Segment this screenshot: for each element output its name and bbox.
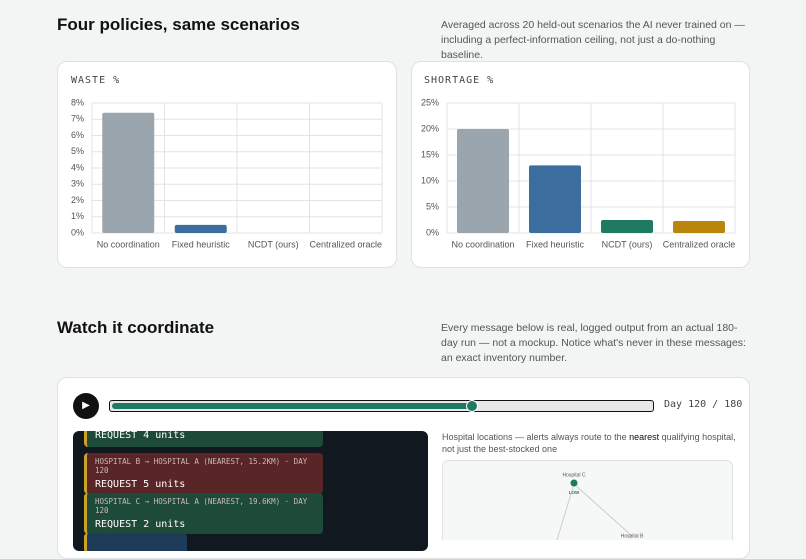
section-description: Averaged across 20 held-out scenarios th… — [441, 19, 745, 61]
node-label: Hospital B — [621, 533, 644, 539]
message-header: HOSPITAL C → HOSPITAL A (NEAREST, 19.6KM… — [95, 497, 308, 515]
y-tick-label: 8% — [71, 97, 84, 107]
route — [556, 483, 575, 540]
bar — [174, 224, 227, 233]
play-button[interactable]: ▶ — [73, 393, 99, 419]
bar — [102, 112, 155, 233]
day-label: Day 120 / 180 — [664, 399, 743, 410]
y-tick-label: 3% — [71, 179, 84, 189]
y-tick-label: 5% — [426, 201, 439, 211]
y-tick-label: 2% — [71, 195, 84, 205]
bar — [673, 221, 725, 233]
y-tick-label: 20% — [421, 123, 439, 133]
y-tick-label: 7% — [71, 114, 84, 124]
map-caption: Hospital locations — alerts always route… — [442, 431, 742, 455]
timeline-progress — [112, 403, 472, 409]
section-description: Every message below is real, logged outp… — [441, 322, 746, 364]
route — [573, 483, 633, 537]
caption-text: qualifying hospital, not just the best-s… — [442, 432, 736, 454]
bar — [457, 129, 509, 233]
x-tick-label: Centralized oracle — [663, 239, 736, 249]
message: HOSPITAL B → HOSPITAL A (NEAREST, 15.2KM… — [84, 453, 323, 494]
node-label: Hospital C — [562, 472, 585, 478]
y-tick-label: 0% — [71, 227, 84, 237]
message: REQUEST 4 units — [84, 431, 323, 447]
charts: WASTE % 0% 1% 2% 3% 4% 5% 6% 7% 8% No coordination… — [71, 75, 736, 249]
x-tick-label: No coordination — [97, 239, 160, 249]
section-title: Four policies, same scenarios — [57, 15, 300, 34]
hospital-node[interactable] — [570, 479, 578, 487]
x-tick-label: Fixed heuristic — [526, 239, 585, 249]
section-title: Watch it coordinate — [57, 318, 215, 337]
x-tick-label: Centralized oracle — [309, 239, 382, 249]
node-status: LOW — [569, 490, 580, 495]
message-body: REQUEST 5 units — [95, 479, 186, 490]
y-tick-label: 1% — [71, 211, 84, 221]
y-tick-label: 5% — [71, 146, 84, 156]
y-tick-label: 15% — [421, 149, 439, 159]
bar — [529, 165, 581, 233]
message: HOSPITAL C → HOSPITAL A (NEAREST, 19.6KM… — [84, 493, 323, 534]
y-tick-label: 25% — [421, 97, 439, 107]
message-body: REQUEST 2 units — [95, 519, 186, 530]
map-frame — [442, 460, 733, 540]
x-tick-label: NCDT (ours) — [248, 239, 299, 249]
chart-title: WASTE % — [71, 75, 120, 86]
chart-title: SHORTAGE % — [424, 75, 494, 86]
message — [84, 533, 187, 551]
bar — [601, 220, 653, 233]
y-tick-label: 6% — [71, 130, 84, 140]
x-tick-label: No coordination — [451, 239, 514, 249]
y-tick-label: 4% — [71, 162, 84, 172]
y-tick-label: 10% — [421, 175, 439, 185]
x-tick-label: Fixed heuristic — [172, 239, 231, 249]
message-log: REQUEST 4 units HOSPITAL B → HOSPITAL A … — [73, 431, 428, 551]
caption-text: Hospital locations — alerts always route… — [442, 432, 630, 442]
timeline-slider[interactable] — [109, 400, 654, 412]
timeline-knob[interactable] — [466, 400, 479, 412]
message-body: REQUEST 4 units — [95, 431, 186, 441]
message-header: HOSPITAL B → HOSPITAL A (NEAREST, 15.2KM… — [95, 457, 308, 475]
page: Four policies, same scenarios Averaged a… — [57, 15, 750, 559]
map: Hospital C LOW Hospital B — [442, 460, 733, 540]
x-tick-label: NCDT (ours) — [602, 239, 653, 249]
caption-emphasis: nearest — [629, 432, 660, 442]
y-tick-label: 0% — [426, 227, 439, 237]
